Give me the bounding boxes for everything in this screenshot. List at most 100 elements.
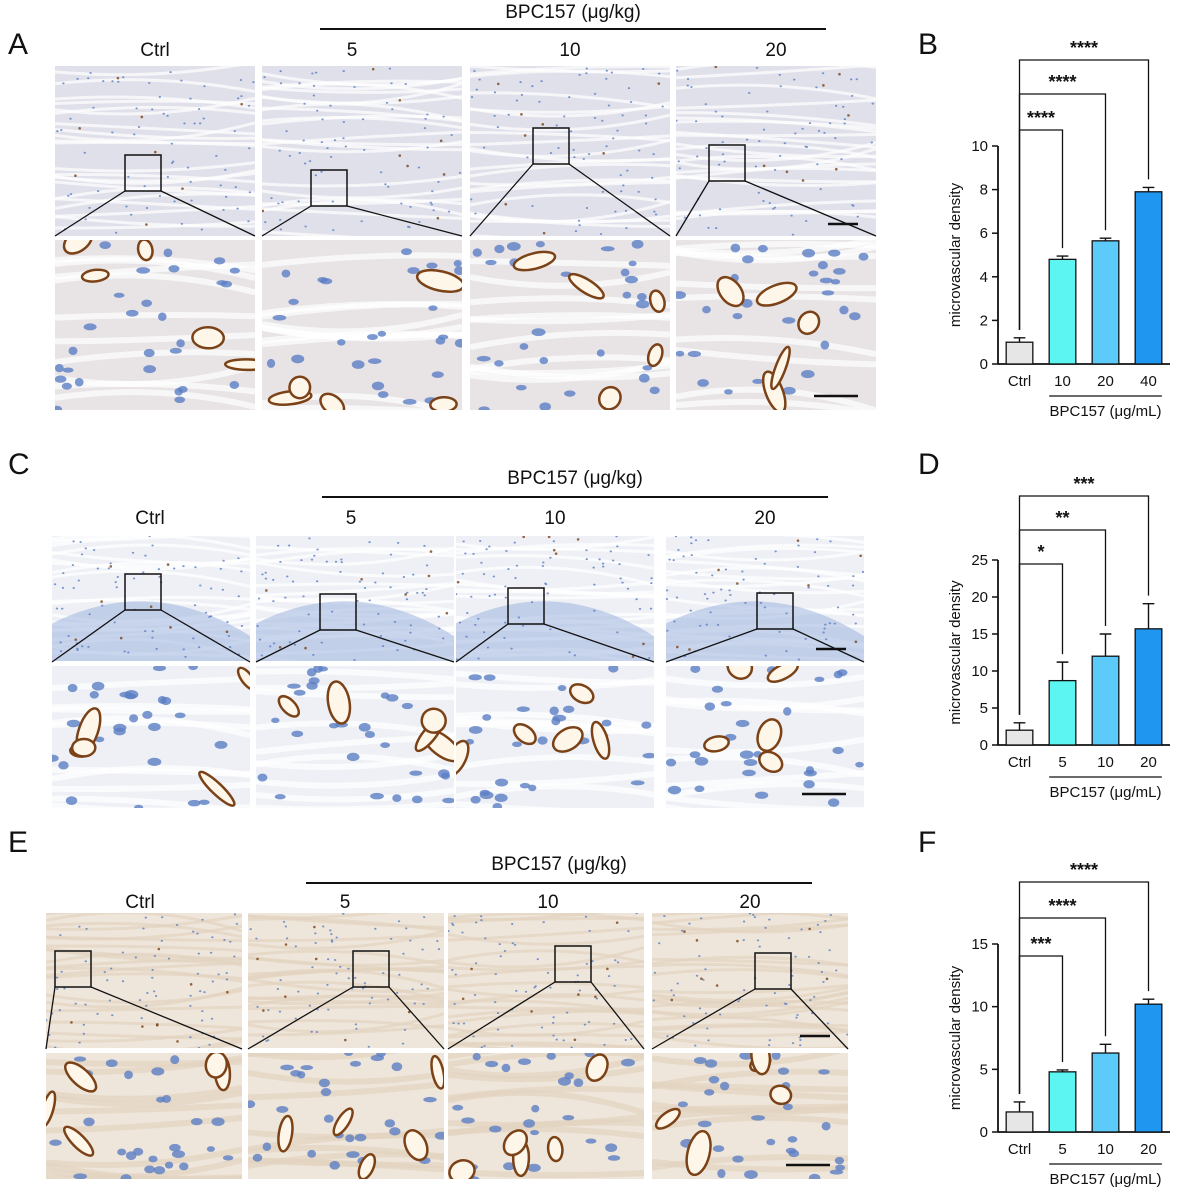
x-tick-label: 10 <box>1054 373 1071 390</box>
y-tick-label: 20 <box>971 589 988 606</box>
micrograph-overview-0-0 <box>55 66 255 236</box>
panel-e-group-5: 5 <box>339 892 351 913</box>
significance-bracket <box>1018 881 1150 1094</box>
x-tick-label: 10 <box>1097 754 1114 771</box>
error-bar <box>1056 661 1069 681</box>
y-tick-label: 0 <box>980 1124 988 1141</box>
x-tick-label: Ctrl <box>1008 373 1031 390</box>
error-bar <box>1013 1101 1026 1112</box>
bar <box>1005 1111 1034 1133</box>
panel-e-header: BPC157 (μg/kg) <box>491 854 627 875</box>
panel-a-group-ctrl: Ctrl <box>140 40 170 61</box>
x-tick-label: 40 <box>1140 373 1157 390</box>
y-tick-label: 5 <box>980 700 988 717</box>
error-bar <box>1013 722 1026 731</box>
error-bar <box>1056 255 1069 260</box>
chart-f: 0 5 10 15 microvascular density Ctrl 5 10 20 BPC1… <box>947 860 1170 1187</box>
micrograph-zoom-2-3 <box>652 1053 848 1179</box>
panel-c-header-line <box>322 496 828 498</box>
micrograph-overview-0-1 <box>262 66 462 236</box>
significance-bracket <box>1018 495 1150 715</box>
significance-label: * <box>1037 542 1044 562</box>
micrograph-overview-2-3 <box>652 913 848 1048</box>
x-group-label: BPC157 (μg/mL) <box>1049 784 1161 801</box>
error-bar <box>1099 1043 1112 1054</box>
y-axis-label: microvascular density <box>947 182 964 327</box>
y-tick-label: 10 <box>971 999 988 1016</box>
y-axis-label: microvascular density <box>947 965 964 1110</box>
panel-a-group-10: 10 <box>559 40 581 61</box>
bar <box>1134 628 1163 746</box>
y-tick-label: 15 <box>971 626 988 643</box>
y-tick-label: 0 <box>980 356 988 373</box>
micrograph-overview-2-0 <box>46 913 242 1048</box>
significance-label: **** <box>1070 860 1098 880</box>
significance-label: ** <box>1055 508 1069 528</box>
bar <box>1005 341 1034 365</box>
error-bar <box>1142 602 1155 629</box>
micrograph-zoom-1-1 <box>256 666 454 808</box>
micrograph-zoom-2-1 <box>248 1053 444 1179</box>
micrograph-zoom-1-0 <box>52 666 250 808</box>
significance-label: *** <box>1073 474 1094 494</box>
panel-a-letter: A <box>8 28 29 61</box>
y-axis-label: microvascular density <box>947 580 964 725</box>
panel-a-header: BPC157 (μg/kg) <box>505 2 641 23</box>
y-tick-label: 8 <box>980 182 988 199</box>
panel-a-group-20: 20 <box>765 40 787 61</box>
x-tick-label: 5 <box>1058 1141 1066 1158</box>
micrograph-zoom-1-3 <box>666 666 864 808</box>
error-bar <box>1013 337 1026 343</box>
x-tick-label: 20 <box>1140 754 1157 771</box>
bar <box>1091 1052 1120 1133</box>
y-tick-label: 25 <box>971 552 988 569</box>
micrograph-overview-2-1 <box>248 913 444 1048</box>
chart-b: 0 2 4 6 8 10 microvascular density Ctrl 10 20 40 BP… <box>947 38 1170 420</box>
y-tick-label: 10 <box>971 663 988 680</box>
panel-b-letter: B <box>918 28 939 61</box>
micrograph-zoom-0-3 <box>676 240 876 410</box>
micrograph-zoom-0-2 <box>470 240 670 410</box>
x-tick-label: Ctrl <box>1008 1141 1031 1158</box>
y-tick-label: 0 <box>980 737 988 754</box>
panel-a-header-line <box>320 28 826 30</box>
error-bar <box>1142 186 1155 192</box>
panel-e-group-10: 10 <box>537 892 559 913</box>
y-tick-label: 15 <box>971 936 988 953</box>
panel-e-header-line <box>306 882 812 884</box>
bar <box>1048 1071 1077 1133</box>
x-group-label: BPC157 (μg/mL) <box>1049 403 1161 420</box>
x-tick-label: 20 <box>1140 1141 1157 1158</box>
panel-c-group-ctrl: Ctrl <box>135 508 165 529</box>
bar <box>1134 191 1163 365</box>
significance-bracket <box>1018 59 1150 330</box>
panel-c-group-20: 20 <box>754 508 776 529</box>
error-bar <box>1099 633 1112 657</box>
micrograph-zoom-0-0 <box>55 240 255 410</box>
x-tick-label: 10 <box>1097 1141 1114 1158</box>
x-group-label: BPC157 (μg/mL) <box>1049 1171 1161 1187</box>
significance-label: **** <box>1027 108 1055 128</box>
bar <box>1005 729 1034 746</box>
bar <box>1048 679 1077 746</box>
micrograph-zoom-1-2 <box>456 666 654 808</box>
significance-label: **** <box>1048 72 1076 92</box>
significance-label: *** <box>1030 934 1051 954</box>
micrograph-overview-0-2 <box>470 66 670 236</box>
micrograph-overview-1-3 <box>666 536 864 661</box>
panel-e-letter: E <box>8 826 29 859</box>
panel-d-letter: D <box>918 448 940 481</box>
significance-label: **** <box>1070 38 1098 58</box>
y-tick-label: 4 <box>980 269 988 286</box>
y-tick-label: 6 <box>980 225 988 242</box>
micrograph-overview-0-3 <box>676 66 876 236</box>
error-bar <box>1099 237 1112 241</box>
y-tick-label: 5 <box>980 1061 988 1078</box>
micrograph-overview-1-1 <box>256 536 454 661</box>
micrograph-overview-1-0 <box>52 536 250 661</box>
x-tick-label: Ctrl <box>1008 754 1031 771</box>
bar <box>1091 655 1120 746</box>
panel-f-letter: F <box>918 826 937 859</box>
micrograph-zoom-0-1 <box>262 240 462 410</box>
bar <box>1048 258 1077 365</box>
